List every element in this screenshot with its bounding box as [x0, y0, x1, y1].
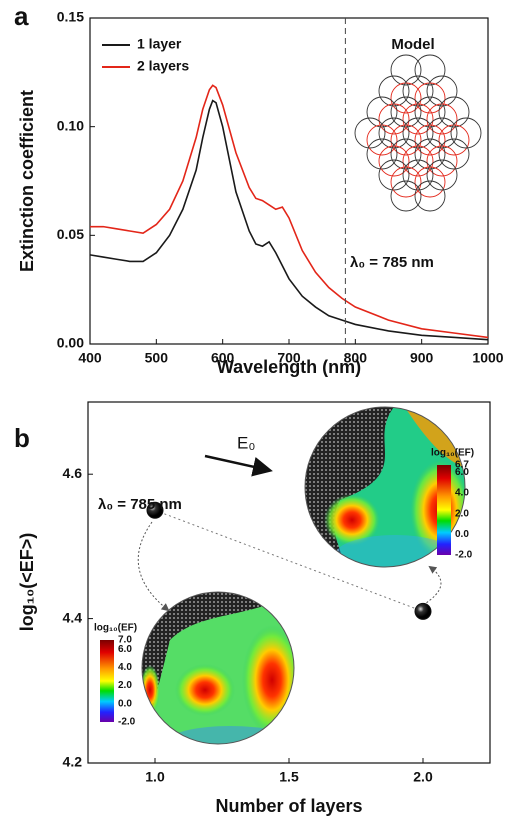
- colorbar-tick-label: 6.0: [455, 467, 469, 478]
- panel-label: a: [14, 1, 29, 31]
- x-tick-label: 900: [410, 350, 434, 366]
- colorbar-title: log₁₀(EF): [94, 623, 137, 634]
- lattice-circle: [450, 117, 482, 149]
- lattice-circle: [402, 103, 434, 135]
- lattice-circle: [390, 166, 422, 198]
- colorbar-tick-label: -2.0: [118, 717, 136, 728]
- line: [89, 99, 489, 341]
- lattice-circle: [390, 124, 422, 156]
- lattice-circle: [414, 180, 446, 212]
- lattice-circle: [414, 124, 446, 156]
- colorbar-tick-label: 6.7: [455, 460, 469, 471]
- arrow: [422, 565, 442, 606]
- lattice-circle: [414, 54, 446, 86]
- lattice-circle: [402, 117, 434, 149]
- panel-label: b: [14, 423, 30, 453]
- lattice-circle: [378, 75, 410, 107]
- y-axis-label: log₁₀(<EF>): [17, 533, 37, 632]
- x-tick-label: 1.0: [145, 769, 165, 785]
- lattice-circle: [402, 75, 434, 107]
- lattice-circle: [378, 159, 410, 191]
- colorbar-tick-label: 4.0: [118, 662, 132, 673]
- colorbar-title: log₁₀(EF): [431, 448, 474, 459]
- x-tick-label: 2.0: [413, 769, 433, 785]
- y-axis-label: Extinction coefficient: [17, 90, 37, 272]
- sphere: [305, 407, 465, 567]
- sphere-outline: [304, 406, 466, 568]
- y-tick-label: 0.00: [57, 335, 84, 351]
- y-tick-label: 0.10: [57, 117, 84, 133]
- legend-label: 1 layer: [137, 36, 182, 52]
- y-tick-label: 4.2: [63, 754, 83, 770]
- arrow: [137, 521, 170, 612]
- lattice-circle: [378, 145, 410, 177]
- lattice-circle: [378, 117, 410, 149]
- annotation: λ₀ = 785 nm: [98, 496, 182, 513]
- line: [90, 84, 489, 339]
- colorbar-tick-label: 0.0: [455, 529, 469, 540]
- x-axis-label: Number of layers: [215, 796, 362, 816]
- colorbar-tick-label: 4.0: [455, 488, 469, 499]
- x-tick-label: 400: [78, 350, 102, 366]
- colorbar-tick-label: -2.0: [455, 550, 473, 561]
- lattice-circle: [426, 75, 458, 107]
- lattice-circle: [390, 82, 422, 114]
- x-axis-label: Wavelength (nm): [217, 357, 361, 377]
- lattice-circle: [366, 124, 398, 156]
- annotation: λ₀ = 785 nm: [350, 254, 434, 271]
- x-tick-label: 500: [145, 350, 169, 366]
- sphere-outline: [141, 591, 295, 745]
- lattice-circle: [426, 159, 458, 191]
- x-tick-label: 1000: [472, 350, 503, 366]
- sphere: [142, 592, 294, 744]
- colorbar-tick-label: 2.0: [118, 680, 132, 691]
- x-tick-label: 800: [344, 350, 368, 366]
- y-tick-label: 0.05: [57, 226, 84, 242]
- lattice-circle: [438, 138, 470, 170]
- colorbar: [100, 640, 114, 722]
- lattice-circle: [390, 96, 422, 128]
- colorbar-tick-label: 0.0: [118, 698, 132, 709]
- legend-label: 2 layers: [137, 58, 189, 74]
- lattice-circle: [426, 145, 458, 177]
- lattice-circle: [378, 103, 410, 135]
- annotation: E₀: [237, 433, 255, 452]
- model-lattice: [354, 54, 482, 212]
- colorbar-tick-label: 6.0: [118, 644, 132, 655]
- x-tick-label: 600: [211, 350, 235, 366]
- lattice-circle: [390, 138, 422, 170]
- lattice-circle: [414, 166, 446, 198]
- lattice-circle: [414, 96, 446, 128]
- lattice-circle: [366, 138, 398, 170]
- lattice-circle: [438, 96, 470, 128]
- point: [414, 602, 432, 620]
- lattice-circle: [390, 54, 422, 86]
- lattice-circle: [414, 138, 446, 170]
- lattice-circle: [354, 117, 386, 149]
- lattice-circle: [366, 96, 398, 128]
- field-arrow: [204, 454, 273, 477]
- point: [146, 501, 164, 519]
- lattice-circle: [402, 145, 434, 177]
- colorbar-tick-label: 2.0: [455, 508, 469, 519]
- lattice-circle: [390, 180, 422, 212]
- lattice-circle: [426, 103, 458, 135]
- y-tick-label: 4.4: [63, 609, 83, 625]
- lattice-circle: [438, 124, 470, 156]
- lattice-circle: [426, 117, 458, 149]
- x-tick-label: 700: [277, 350, 301, 366]
- colorbar: [437, 465, 451, 555]
- lattice-circle: [414, 82, 446, 114]
- lattice-circle: [402, 159, 434, 191]
- y-tick-label: 4.6: [63, 465, 83, 481]
- colorbar-tick-label: 7.0: [118, 635, 132, 646]
- y-tick-label: 0.15: [57, 9, 84, 25]
- annotation: Model: [391, 36, 434, 53]
- x-tick-label: 1.5: [279, 769, 299, 785]
